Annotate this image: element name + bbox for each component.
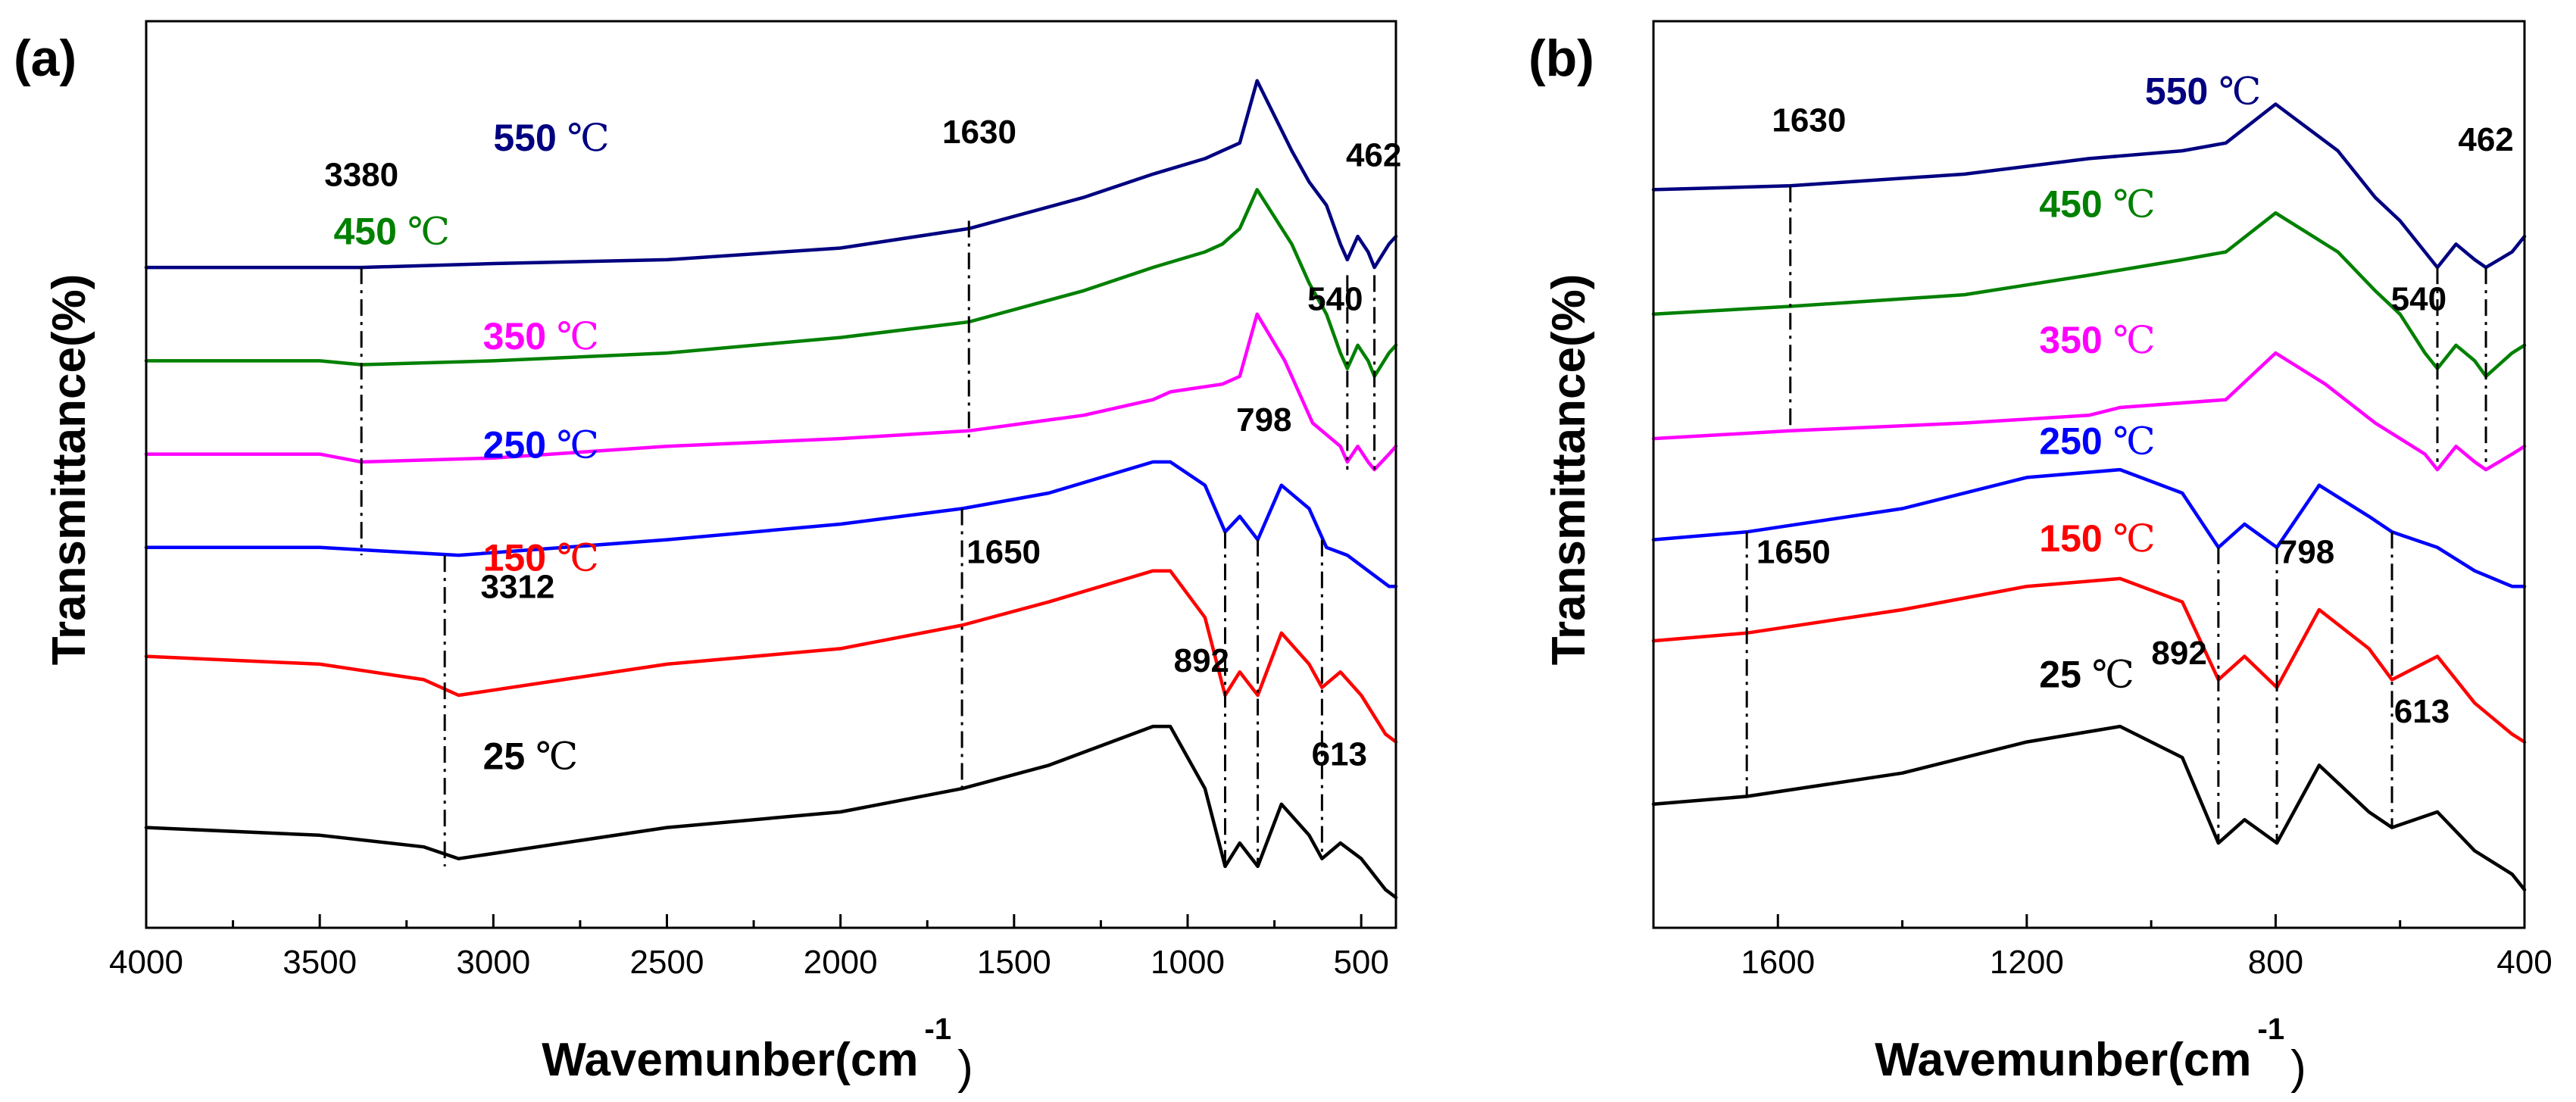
panel-a-marker-group [360, 220, 1376, 866]
panel-a-series-150C [144, 569, 1398, 744]
panel-b-x-tick-label-1600: 1600 [1741, 944, 1815, 981]
panel-b-x-axis-ticks: 1600 1200 800 400 [1652, 914, 2553, 981]
panel-a-label: (a) [14, 30, 76, 87]
panel-b-peak-label-540: 540 [2391, 281, 2446, 318]
panel-b-temp-label-450: 450 ℃ [2039, 182, 2155, 226]
panel-b-series-group [1651, 102, 2527, 891]
panel-a-annotation-group: 3380 1630 462 540 798 1650 3312 892 613 [324, 114, 1401, 773]
panel-b-peak-label-462: 462 [2458, 121, 2513, 158]
panel-b-temp-label-550: 550 ℃ [2145, 69, 2261, 113]
panel-a-temp-label-150: 150 ℃ [483, 536, 599, 580]
panel-b-label: (b) [1528, 30, 1594, 87]
panel-b-annotation-group: 1630 462 540 1650 798 892 613 [1756, 101, 2514, 730]
panel-b-series-550C [1651, 102, 2527, 270]
panel-b-peak-label-798: 798 [2279, 533, 2334, 570]
panel-b-series-250C [1651, 467, 2527, 588]
panel-b-series-25C [1651, 724, 2527, 891]
panel-b-chart: (b) Transmittance(%) 1630 462 540 1650 798 89… [1528, 20, 2553, 1094]
panel-b-temperature-label-group: 550 ℃ 450 ℃ 350 ℃ 250 ℃ 150 ℃ 25 ℃ [2039, 69, 2261, 696]
panel-a-series-450C [144, 188, 1398, 379]
panel-a-peak-label-798: 798 [1236, 401, 1291, 439]
panel-a-temp-label-450: 450 ℃ [334, 209, 450, 253]
panel-a-x-axis-ticks: 4000 3500 3000 2500 2000 1500 1000 500 [109, 914, 1389, 981]
panel-b-x-tick-label-1200: 1200 [1990, 944, 2064, 981]
panel-b-plot-frame [1652, 20, 2526, 929]
panel-a-peak-label-3380: 3380 [324, 156, 398, 193]
panel-b-peak-label-613: 613 [2394, 693, 2450, 730]
panel-a-peak-label-1630: 1630 [942, 114, 1016, 151]
panel-a-peak-label-613: 613 [1312, 735, 1367, 773]
panel-a-peak-label-462: 462 [1346, 137, 1401, 174]
panel-a-temp-label-550: 550 ℃ [493, 116, 609, 160]
panel-b-series-150C [1651, 576, 2527, 744]
panel-a-peak-label-540: 540 [1307, 281, 1363, 318]
panel-b-series-350C [1651, 351, 2527, 472]
panel-b-xlabel: Wavemunber(cm-1) [1875, 1013, 2306, 1094]
panel-a-temp-label-25: 25 ℃ [483, 735, 579, 779]
panel-a-series-350C [144, 312, 1398, 472]
panel-a-temp-label-250: 250 ℃ [483, 423, 599, 467]
panel-a-x-tick-label-3500: 3500 [283, 944, 357, 981]
panel-a-x-tick-label-1000: 1000 [1151, 944, 1225, 981]
panel-a-ylabel: Transmittance(%) [43, 274, 95, 666]
panel-a-series-group [144, 79, 1398, 900]
panel-a-x-tick-label-2000: 2000 [804, 944, 878, 981]
panel-b-peak-label-892: 892 [2151, 635, 2206, 672]
panel-b-xlabel-superscript: -1 [2258, 1013, 2285, 1046]
panel-b-temp-label-25: 25 ℃ [2039, 653, 2134, 697]
panel-a-xlabel-main: Wavemunber(cm [542, 1034, 918, 1086]
panel-b-ylabel: Transmittance(%) [1543, 274, 1595, 666]
panel-a-temperature-label-group: 550 ℃ 450 ℃ 350 ℃ 250 ℃ 150 ℃ 25 ℃ [334, 116, 610, 778]
panel-a-x-tick-label-2500: 2500 [630, 944, 704, 981]
panel-a-series-250C [144, 460, 1398, 588]
panel-a-x-tick-label-4000: 4000 [109, 944, 183, 981]
panel-a-xlabel-close: ) [957, 1041, 973, 1094]
panel-b-x-tick-label-800: 800 [2248, 944, 2303, 981]
panel-b-xlabel-main: Wavemunber(cm [1875, 1034, 2251, 1086]
panel-b-peak-label-1630: 1630 [1772, 101, 1846, 139]
panel-a-x-tick-label-500: 500 [1333, 944, 1388, 981]
panel-a-x-tick-label-1500: 1500 [977, 944, 1051, 981]
panel-a-plot-frame [145, 20, 1397, 929]
panel-b-temp-label-250: 250 ℃ [2039, 420, 2155, 464]
panel-b-temp-label-150: 150 ℃ [2039, 517, 2155, 560]
panel-b-temp-label-350: 350 ℃ [2039, 318, 2155, 362]
panel-b-peak-label-1650: 1650 [1756, 533, 1831, 570]
panel-a-peak-label-3312: 3312 [480, 569, 554, 606]
panel-a-series-25C [144, 724, 1398, 900]
panel-a-chart: (a) Transmittance(%) 3380 1630 462 540 798 16… [14, 20, 1401, 1094]
panel-a-peak-label-892: 892 [1174, 642, 1229, 679]
panel-a-x-tick-label-3000: 3000 [456, 944, 530, 981]
panel-a-temp-label-350: 350 ℃ [483, 314, 599, 358]
panel-b-x-tick-label-400: 400 [2496, 944, 2552, 981]
panel-b-series-450C [1651, 211, 2527, 379]
panel-a-series-550C [144, 79, 1398, 270]
panel-a-xlabel: Wavemunber(cm-1) [542, 1013, 973, 1094]
panel-a-peak-label-1650: 1650 [966, 533, 1041, 570]
panel-b-xlabel-close: ) [2290, 1041, 2306, 1094]
panel-b-marker-group [1745, 186, 2487, 844]
panel-a-xlabel-superscript: -1 [925, 1013, 952, 1046]
